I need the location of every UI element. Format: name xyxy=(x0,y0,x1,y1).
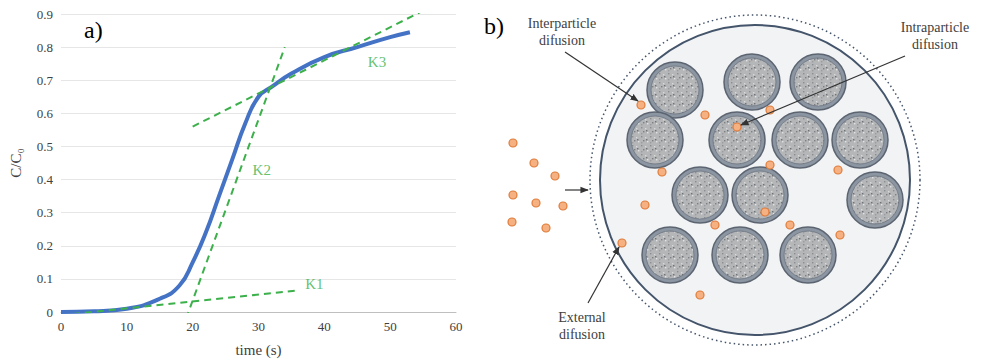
svg-text:0.9: 0.9 xyxy=(37,7,53,22)
svg-text:0: 0 xyxy=(47,305,54,320)
svg-text:0.5: 0.5 xyxy=(37,139,53,154)
svg-text:20: 20 xyxy=(186,319,199,334)
svg-text:b): b) xyxy=(484,13,504,39)
svg-text:30: 30 xyxy=(252,319,265,334)
svg-text:0.3: 0.3 xyxy=(37,205,53,220)
svg-text:10: 10 xyxy=(120,319,133,334)
svg-text:0.1: 0.1 xyxy=(37,271,53,286)
svg-text:0.6: 0.6 xyxy=(37,106,54,121)
svg-text:60: 60 xyxy=(450,319,463,334)
svg-text:40: 40 xyxy=(318,319,331,334)
svg-text:0.2: 0.2 xyxy=(37,238,53,253)
svg-text:time (s): time (s) xyxy=(235,342,281,359)
svg-text:0: 0 xyxy=(58,319,65,334)
svg-text:K2: K2 xyxy=(253,162,271,178)
svg-text:C/C₀: C/C₀ xyxy=(8,148,24,177)
svg-text:Intraparticledifusion: Intraparticledifusion xyxy=(901,20,969,52)
svg-text:Interparticledifusion: Interparticledifusion xyxy=(528,16,596,48)
svg-text:0.8: 0.8 xyxy=(37,40,53,55)
svg-text:Externaldifusion: Externaldifusion xyxy=(558,310,606,342)
svg-text:0.7: 0.7 xyxy=(37,73,54,88)
svg-text:a): a) xyxy=(84,17,103,43)
svg-text:K3: K3 xyxy=(368,54,386,70)
svg-text:K1: K1 xyxy=(305,276,323,292)
svg-text:50: 50 xyxy=(384,319,397,334)
svg-text:0.4: 0.4 xyxy=(37,172,54,187)
